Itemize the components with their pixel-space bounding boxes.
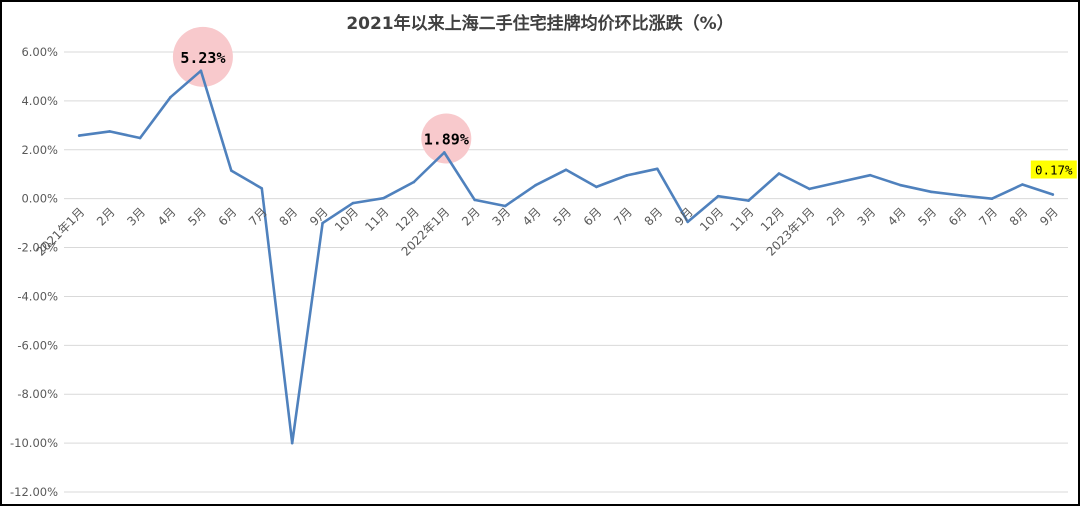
data-point	[199, 69, 203, 73]
data-point	[990, 197, 994, 200]
data-label: 5.23%	[180, 49, 225, 67]
x-tick-label: 8月	[642, 205, 666, 229]
y-axis-ticks: 6.00% 4.00% 2.00% 0.00% -2.00% -4.00% -6.00% -8…	[10, 45, 58, 499]
x-tick-label: 3月	[124, 205, 148, 229]
x-tick-label: 4月	[520, 205, 544, 229]
y-tick-label: 6.00%	[21, 45, 58, 59]
x-tick-label: 6月	[581, 205, 605, 229]
y-tick-label: -10.00%	[10, 436, 58, 450]
x-tick-label: 2月	[824, 205, 848, 229]
annotation-backgrounds	[172, 26, 1077, 179]
data-point	[1051, 193, 1055, 196]
x-tick-label: 4月	[885, 205, 909, 229]
series-line	[77, 69, 1055, 445]
data-point	[230, 169, 233, 172]
data-point	[138, 136, 142, 140]
x-tick-label: 2月	[94, 205, 118, 229]
x-tick-label: 2月	[459, 205, 483, 229]
y-tick-label: -4.00%	[17, 289, 58, 303]
data-point	[443, 151, 446, 154]
data-point	[655, 167, 659, 171]
y-tick-label: 4.00%	[21, 94, 58, 108]
x-tick-label: 7月	[611, 205, 635, 229]
data-point	[169, 95, 172, 99]
data-label: 0.17%	[1035, 163, 1073, 178]
x-tick-label: 9月	[307, 205, 331, 229]
data-point	[747, 199, 750, 202]
x-tick-label: 8月	[1007, 205, 1031, 229]
x-tick-label: 9月	[1037, 205, 1061, 229]
data-point	[595, 185, 598, 189]
data-label: 1.89%	[424, 130, 469, 148]
y-tick-label: 2.00%	[21, 143, 58, 157]
data-point	[382, 196, 385, 200]
data-point	[77, 134, 81, 137]
annotation-highlight-circle	[421, 113, 472, 164]
data-point	[808, 187, 811, 191]
x-tick-label: 11月	[362, 205, 391, 234]
annotation-highlight-circle	[172, 26, 233, 87]
x-tick-label: 5月	[550, 205, 574, 229]
data-point	[868, 173, 872, 177]
data-point	[686, 220, 689, 224]
data-point	[473, 198, 477, 202]
y-tick-label: 0.00%	[21, 192, 58, 206]
data-point	[321, 221, 324, 225]
data-point	[290, 441, 294, 445]
y-tick-label: -6.00%	[17, 338, 58, 352]
x-tick-label: 5月	[185, 205, 209, 229]
gridlines	[64, 51, 1068, 493]
data-point	[108, 130, 111, 133]
x-tick-label: 11月	[727, 205, 756, 234]
data-point	[716, 194, 720, 198]
chart-title: 2021年以来上海二手住宅挂牌均价环比涨跌（%）	[346, 13, 733, 34]
data-point	[929, 190, 933, 194]
x-tick-label: 7月	[976, 205, 1000, 229]
data-point	[534, 183, 537, 187]
x-tick-label: 2021年1月	[33, 205, 87, 259]
x-tick-label: 6月	[216, 205, 240, 229]
x-tick-label: 5月	[915, 205, 939, 229]
y-tick-label: -8.00%	[17, 387, 58, 401]
data-point	[899, 183, 902, 187]
x-tick-label: 8月	[277, 205, 301, 229]
y-tick-label: -2.00%	[17, 241, 58, 255]
data-point	[260, 187, 264, 190]
x-tick-label: 3月	[855, 205, 879, 229]
data-point	[1021, 183, 1024, 186]
data-point	[838, 180, 842, 184]
x-tick-label: 10月	[332, 205, 361, 234]
data-point	[351, 201, 355, 205]
annotation-labels: 5.23% 1.89% 0.17%	[180, 49, 1073, 178]
y-tick-label: -12.00%	[10, 485, 58, 499]
data-point	[564, 168, 568, 172]
data-point	[777, 172, 781, 175]
x-tick-label: 9月	[672, 205, 696, 229]
x-tick-label: 4月	[155, 205, 179, 229]
data-point	[960, 194, 963, 197]
data-point	[625, 174, 629, 177]
x-tick-label: 3月	[489, 205, 513, 229]
series-line-layer	[77, 69, 1055, 445]
x-tick-label: 6月	[946, 205, 970, 229]
data-point	[412, 180, 416, 184]
annotation-highlight-box	[1030, 160, 1077, 179]
data-point	[503, 204, 507, 208]
